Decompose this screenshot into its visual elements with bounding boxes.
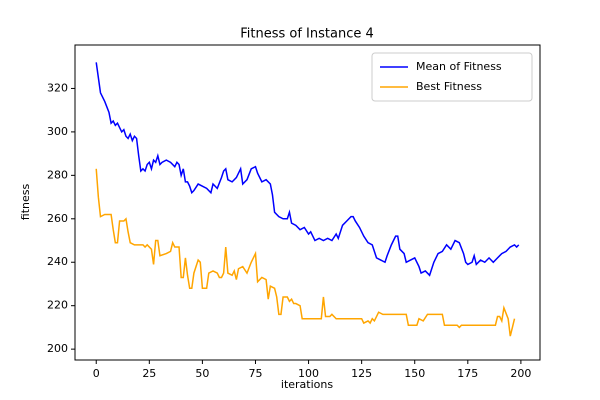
y-tick-label: 320 [47,81,68,94]
plot-frame [74,44,541,361]
x-tick-label: 0 [93,367,100,380]
y-tick-label: 200 [47,342,68,355]
x-tick-label: 175 [457,367,478,380]
y-tick-label: 240 [47,255,68,268]
x-tick-label: 125 [351,367,372,380]
x-tick-label: 50 [195,367,209,380]
legend-label: Best Fitness [416,80,482,93]
x-tick-label: 75 [248,367,262,380]
x-tick-label: 100 [298,367,319,380]
series-line [95,168,516,337]
y-tick-label: 300 [47,125,68,138]
y-tick-label: 260 [47,212,68,225]
x-tick-label: 25 [142,367,156,380]
x-axis-label: iterations [281,378,333,391]
legend-label: Mean of Fitness [416,60,502,73]
y-tick-label: 220 [47,299,68,312]
y-tick-label: 280 [47,168,68,181]
series-line [95,62,520,277]
chart-title: Fitness of Instance 4 [240,27,374,42]
x-tick-label: 150 [404,367,425,380]
legend-box [371,52,533,102]
x-tick-label: 200 [510,367,531,380]
y-axis-label: fitness [19,184,32,221]
